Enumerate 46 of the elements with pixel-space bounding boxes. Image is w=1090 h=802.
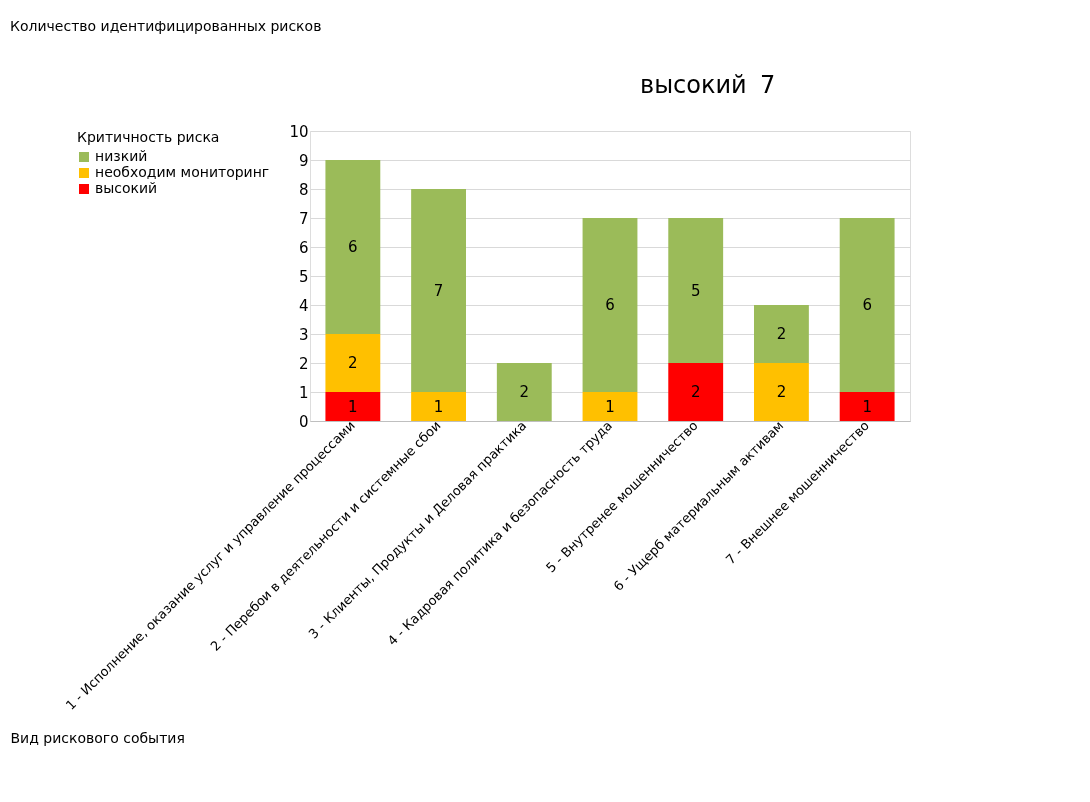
y-tick-label: 3 <box>298 325 309 344</box>
bar <box>411 189 466 392</box>
data-label: 1 <box>433 397 444 416</box>
data-label: 6 <box>348 238 358 256</box>
data-label: 5 <box>690 281 701 300</box>
data-label: 1 <box>605 397 615 416</box>
data-label: 2 <box>690 383 701 401</box>
x-axis-title: Вид рискового события <box>10 729 185 746</box>
bar <box>325 334 381 392</box>
bar <box>754 305 809 363</box>
y-tick-label: 4 <box>298 296 309 315</box>
data-label: 2 <box>776 325 787 343</box>
bar <box>839 392 895 421</box>
bar <box>325 160 381 334</box>
y-tick-label: 5 <box>298 267 309 286</box>
text: 7 <box>760 71 776 99</box>
data-label: 6 <box>605 296 615 314</box>
text: высокий <box>640 71 747 99</box>
bar <box>496 363 552 421</box>
y-tick-label: 1 <box>298 383 309 402</box>
y-tick-label: 10 <box>289 122 309 141</box>
data-label: 2 <box>348 354 358 372</box>
bar <box>411 392 466 421</box>
bar <box>582 392 638 421</box>
bar <box>839 218 895 392</box>
data-label: 7 <box>433 281 444 300</box>
legend-title: Критичность риска <box>77 129 220 145</box>
text: Количество идентифицированных рисков <box>10 18 322 34</box>
y-tick-label: 8 <box>298 180 309 199</box>
y-tick-label: 6 <box>298 238 309 257</box>
data-label: 1 <box>348 397 358 416</box>
y-tick-label: 7 <box>298 209 309 228</box>
data-label: 2 <box>519 383 530 401</box>
bar <box>325 392 381 421</box>
data-label: 1 <box>862 397 872 416</box>
bar <box>668 218 724 363</box>
bar <box>582 218 638 392</box>
y-tick-label: 2 <box>298 354 309 373</box>
legend-label: высокий <box>95 180 158 196</box>
bar <box>754 363 809 421</box>
bar <box>668 363 724 421</box>
data-label: 2 <box>776 383 787 401</box>
legend-label: низкий <box>95 148 148 164</box>
data-label: 6 <box>862 296 872 314</box>
y-tick-label: 9 <box>298 151 309 170</box>
legend-label: необходим мониторинг <box>95 164 270 180</box>
